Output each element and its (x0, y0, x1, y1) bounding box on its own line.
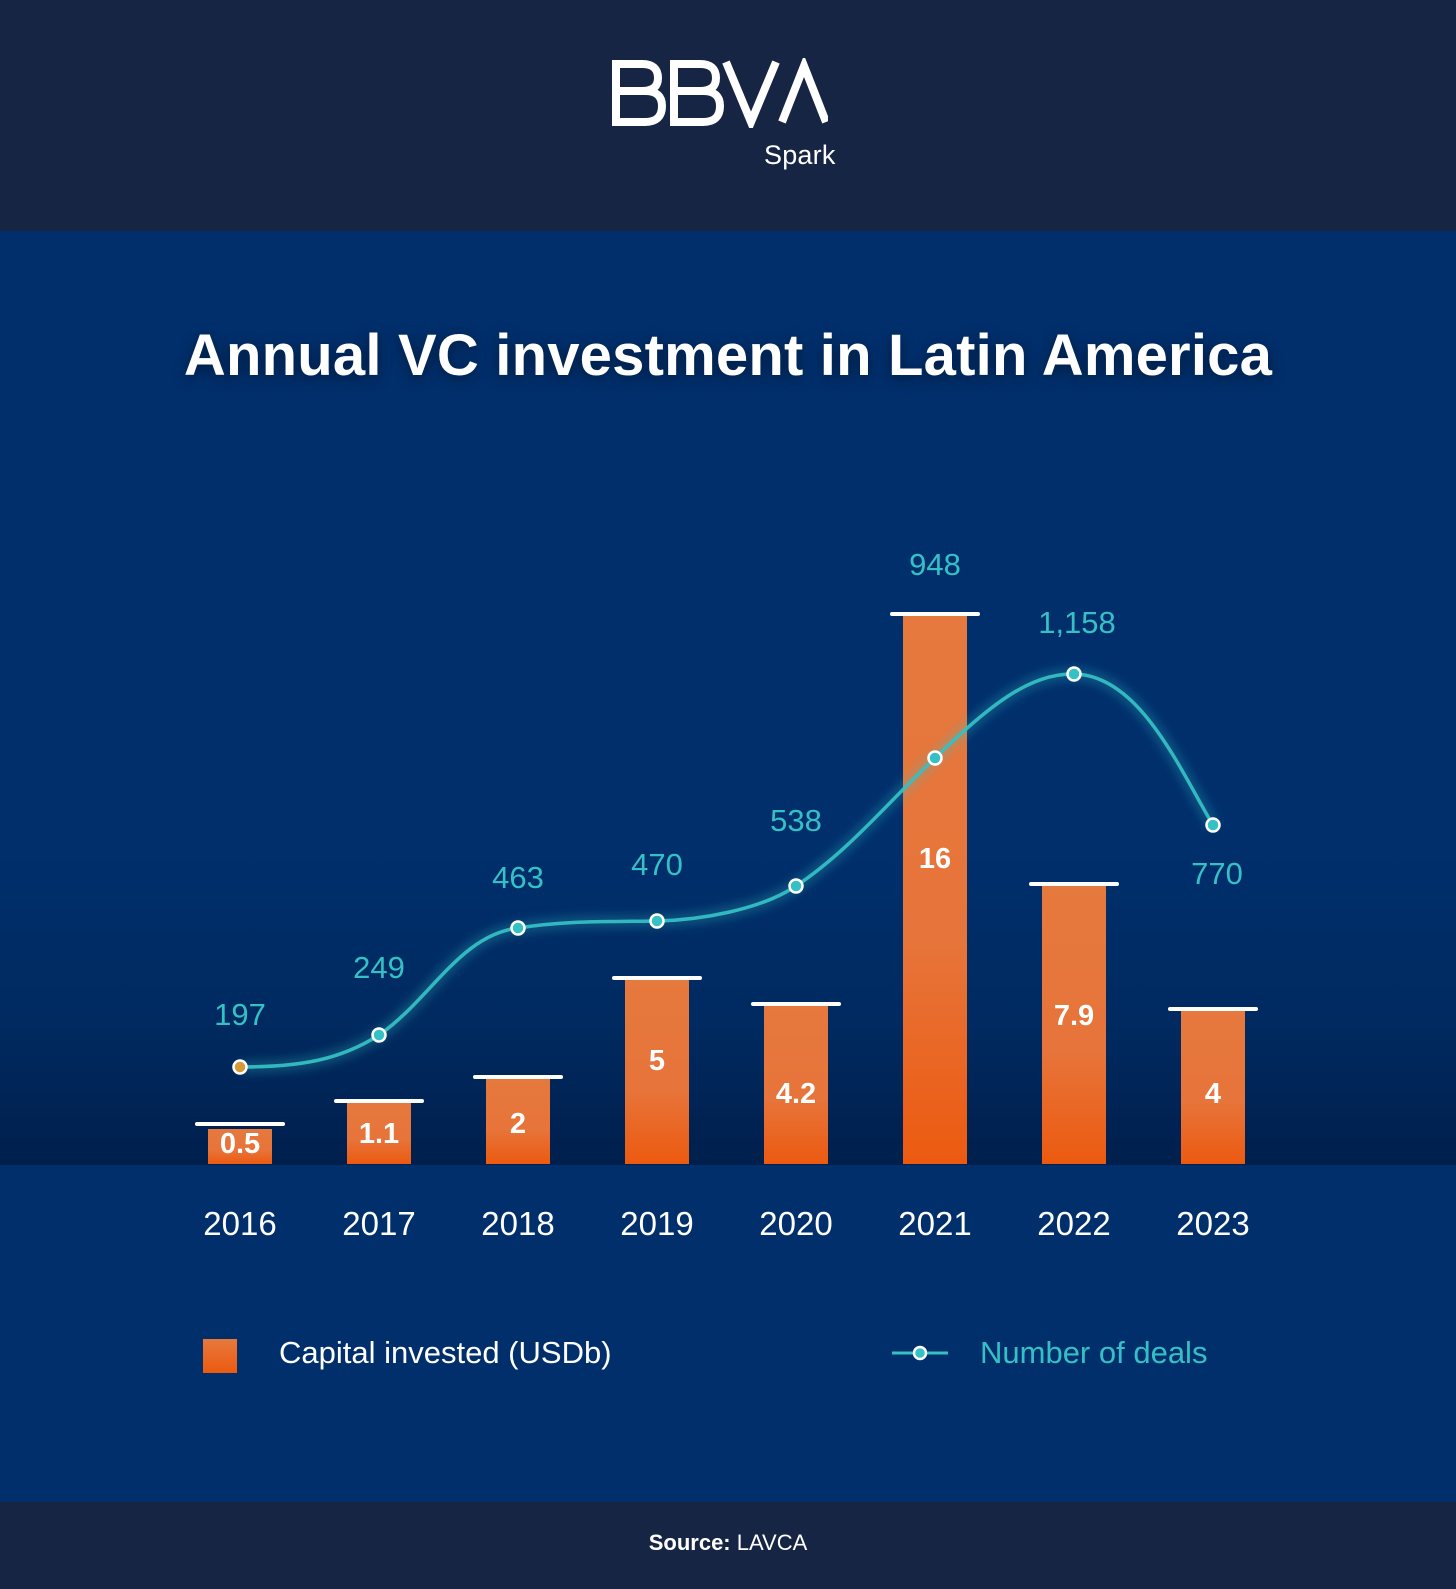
bar-2017 (347, 1102, 411, 1164)
bar-value-2021: 16 (918, 843, 952, 875)
deal-value-2019: 470 (631, 847, 683, 882)
source-label: Source: (648, 1530, 731, 1555)
bar-cap-2020 (751, 1002, 841, 1006)
bbva-logo-icon (612, 58, 828, 128)
bar-value-2023: 4 (1204, 1078, 1222, 1110)
bar-cap-2021 (890, 612, 980, 616)
x-tick-2017: 2017 (342, 1205, 416, 1242)
bar-value-2022: 7.9 (1053, 1000, 1095, 1032)
point-2021 (927, 750, 943, 766)
bar-cap-2016 (195, 1122, 285, 1126)
x-tick-2018: 2018 (481, 1205, 555, 1242)
source-value: LAVCA (736, 1530, 808, 1555)
bar-cap-2022 (1029, 882, 1119, 886)
point-2016 (232, 1059, 248, 1075)
deal-value-2016: 197 (214, 997, 266, 1032)
bar-2018 (486, 1078, 550, 1164)
point-2020 (788, 878, 804, 894)
deal-value-2020: 538 (770, 803, 822, 838)
bar-2021 (903, 614, 967, 1164)
brand-sublabel: Spark (764, 140, 836, 170)
bar-value-2019: 5 (648, 1045, 666, 1077)
bar-2023 (1181, 1009, 1245, 1164)
bar-value-2018: 2 (509, 1108, 527, 1140)
bar-2016 (208, 1129, 272, 1164)
point-2018 (510, 920, 526, 936)
point-2023 (1205, 817, 1221, 833)
bar-cap-2017 (334, 1099, 424, 1103)
deal-value-2022: 1,158 (1038, 605, 1116, 640)
x-tick-2016: 2016 (203, 1205, 277, 1242)
header: Spark (0, 0, 1456, 231)
deal-value-2017: 249 (353, 950, 405, 985)
bar-2022 (1042, 884, 1106, 1164)
bar-cap-2023 (1168, 1007, 1258, 1011)
x-tick-2021: 2021 (898, 1205, 972, 1242)
deal-value-2018: 463 (492, 860, 544, 895)
x-tick-2023: 2023 (1176, 1205, 1250, 1242)
x-tick-2022: 2022 (1037, 1205, 1111, 1242)
point-2019 (649, 913, 665, 929)
legend-bar-swatch-icon (203, 1339, 237, 1373)
point-2022 (1066, 666, 1082, 682)
source-note: Source: LAVCA (0, 1530, 1456, 1556)
legend-bar-label: Capital invested (USDb) (279, 1335, 612, 1370)
deal-value-2023: 770 (1191, 856, 1243, 891)
bar-cap-2019 (612, 976, 702, 980)
chart-title: Annual VC investment in Latin America (183, 323, 1273, 388)
x-tick-2020: 2020 (759, 1205, 833, 1242)
x-tick-2019: 2019 (620, 1205, 694, 1242)
footer (0, 1502, 1456, 1589)
bar-2019 (625, 979, 689, 1164)
bar-value-2016: 0.5 (219, 1128, 261, 1160)
deal-value-2021: 948 (909, 547, 961, 582)
bar-value-2020: 4.2 (775, 1078, 817, 1110)
point-2017 (371, 1027, 387, 1043)
bar-value-2017: 1.1 (358, 1118, 400, 1150)
bar-2020 (764, 1004, 828, 1164)
bar-cap-2018 (473, 1075, 563, 1079)
legend-line-label: Number of deals (980, 1335, 1208, 1370)
legend-line-marker-icon (892, 1345, 948, 1361)
